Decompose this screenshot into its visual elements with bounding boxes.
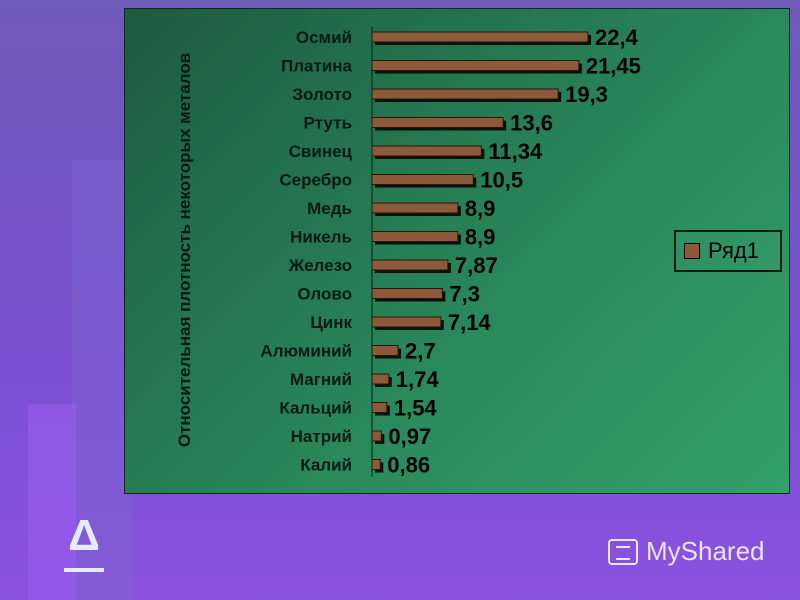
bar [371,259,449,271]
bar [371,174,474,185]
category-label: Никель [290,228,352,247]
category-label: Свинец [289,142,353,161]
category-label: Медь [307,199,352,218]
category-label: Осмий [296,28,352,47]
value-label: 11,34 [488,139,543,164]
category-label: Серебро [279,171,352,190]
category-label: Ртуть [303,114,352,133]
watermark-text: MyShared [646,536,765,566]
value-label: 7,87 [455,253,498,278]
bar [371,145,482,157]
value-label: 7,14 [448,310,492,335]
bar [371,117,504,128]
category-label: Магний [290,370,352,389]
value-label: 1,54 [394,396,438,421]
value-label: 2,7 [405,339,436,364]
category-label: Цинк [310,313,352,332]
bar [371,402,388,413]
bar [371,88,559,100]
bar [371,60,580,71]
value-label: 0,97 [388,424,431,449]
bar [371,31,589,43]
watermark: MyShared [608,536,765,567]
value-label: 13,6 [510,111,553,136]
value-label: 10,5 [480,168,523,193]
background-block-accent [28,404,76,600]
value-label: 8,9 [465,196,496,221]
presentation-icon [608,538,638,565]
value-label: 21,45 [586,54,641,79]
legend: Ряд1 [674,230,782,272]
value-label: 7,3 [449,282,480,307]
bar [371,202,459,214]
legend-label: Ряд1 [708,238,759,263]
value-label: 19,3 [565,82,608,107]
category-label: Золото [292,85,352,104]
bar [371,288,443,299]
bar [371,316,442,328]
legend-swatch [684,243,700,259]
value-label: 1,74 [396,367,440,392]
value-label: 8,9 [465,225,496,250]
value-label: 22,4 [595,25,639,50]
background-block [72,160,132,600]
bar [371,231,459,242]
category-label: Алюминий [260,342,352,361]
value-label: 0,86 [387,453,430,478]
category-label: Железо [288,256,352,275]
category-label: Олово [297,285,352,304]
category-label: Платина [281,57,353,76]
category-label: Кальций [279,399,352,418]
bar [371,345,399,356]
bar [371,459,381,470]
category-label: Калий [300,456,352,475]
delta-icon[interactable]: Δ [64,512,104,572]
bar [371,373,390,385]
bar [371,430,382,442]
category-label: Натрий [291,427,352,446]
